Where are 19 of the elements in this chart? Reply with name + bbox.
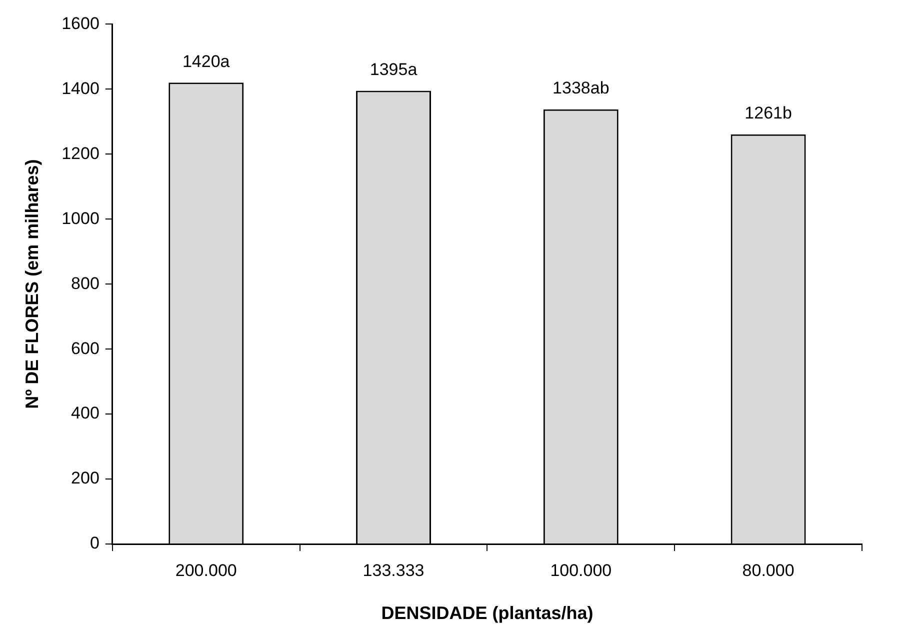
y-tick-label: 200	[71, 468, 100, 488]
x-axis-title: DENSIDADE (plantas/ha)	[381, 603, 594, 624]
y-tick-label: 800	[71, 274, 100, 293]
x-tick-label: 80.000	[742, 560, 794, 580]
y-tick-label: 1400	[62, 78, 100, 98]
x-tick-label: 133.333	[362, 560, 424, 580]
data-label: 1338ab	[552, 78, 610, 98]
y-tick-label: 1000	[62, 208, 100, 228]
x-tick-label: 100.000	[550, 560, 612, 580]
y-axis-title: Nº DE FLORES (em milhares)	[22, 159, 42, 409]
data-label: 1261b	[744, 104, 792, 123]
y-tick-label: 600	[71, 338, 100, 358]
y-tick-label: 1600	[62, 14, 100, 33]
y-tick-label: 1200	[62, 144, 100, 163]
data-label: 1420a	[182, 52, 230, 71]
y-tick-label: 0	[90, 534, 100, 553]
x-tick-label: 200.000	[175, 560, 237, 580]
y-tick-label: 400	[71, 404, 100, 423]
data-label: 1395a	[370, 60, 418, 79]
